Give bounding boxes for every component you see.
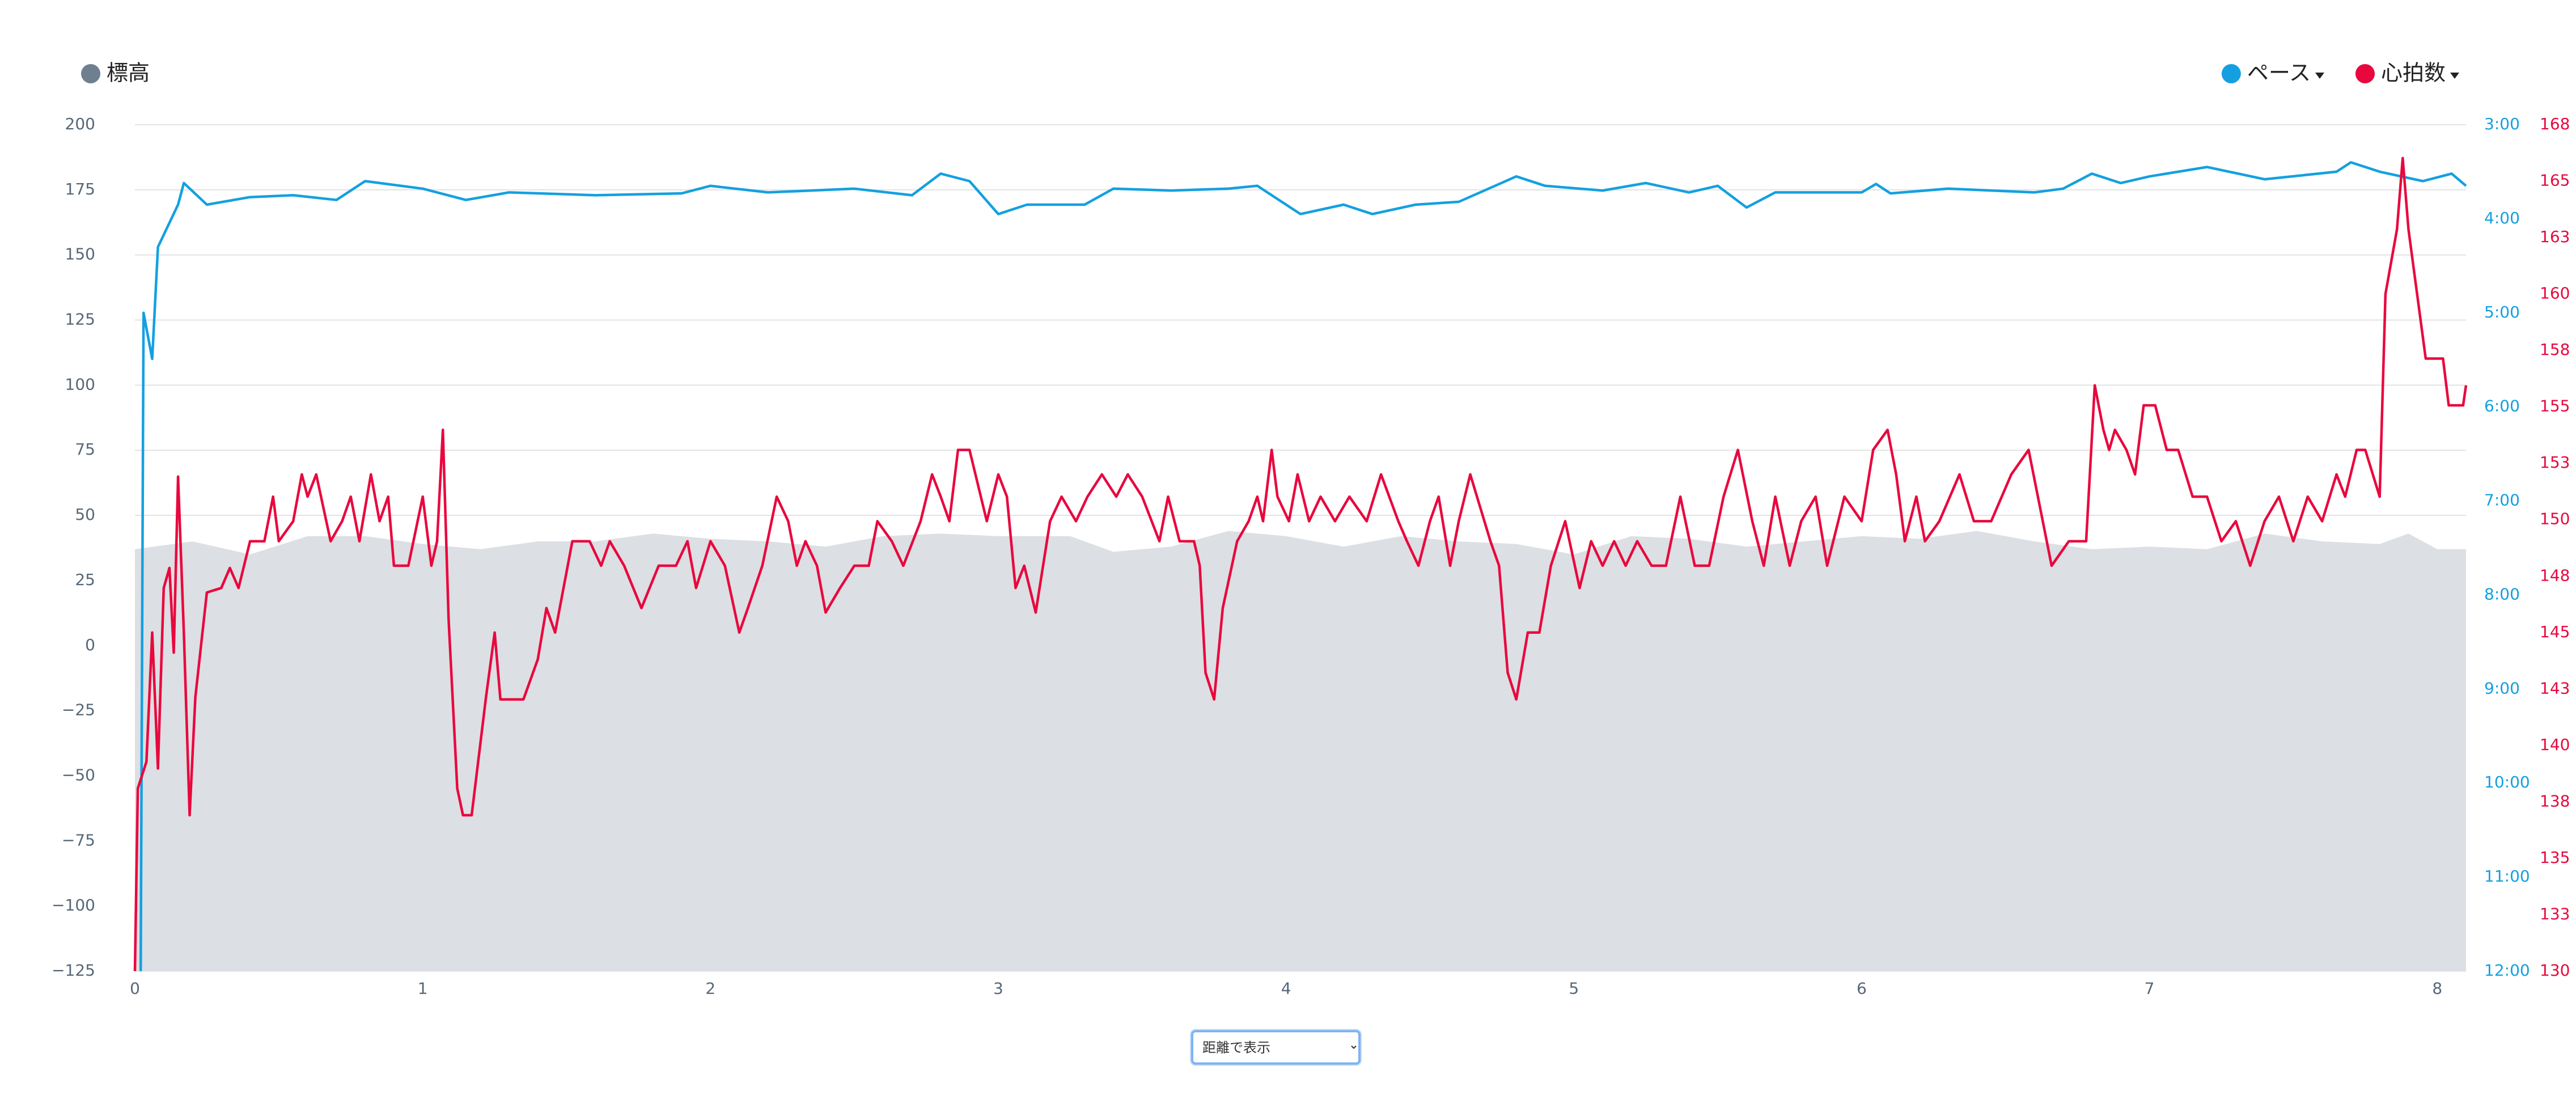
legend-dot (2355, 64, 2375, 83)
y-tick-label: 0 (85, 636, 95, 654)
y2-tick-label: 6:00 (2484, 397, 2520, 416)
y3-tick-label: 165 (2540, 171, 2570, 190)
legend-item: 標高 (81, 61, 150, 86)
y3-tick-label: 145 (2540, 622, 2570, 641)
y-tick-label: 75 (75, 440, 95, 459)
y3-tick-label: 158 (2540, 340, 2570, 359)
x-tick-label: 8 (2432, 979, 2442, 998)
y3-tick-label: 130 (2540, 961, 2570, 980)
y3-tick-label: 153 (2540, 453, 2570, 472)
x-tick-label: 3 (993, 979, 1003, 998)
y2-tick-label: 5:00 (2484, 303, 2520, 321)
y-tick-label: 50 (75, 505, 95, 524)
x-tick-label: 0 (130, 979, 140, 998)
y-tick-label: −75 (62, 831, 95, 849)
y-tick-label: −100 (52, 896, 95, 914)
y3-tick-label: 168 (2540, 115, 2570, 133)
y-tick-label: −50 (62, 765, 95, 784)
y3-tick-label: 135 (2540, 848, 2570, 867)
area (135, 531, 2466, 971)
legend-item[interactable]: ペース (2221, 61, 2324, 86)
y-tick-label: 25 (75, 570, 95, 589)
y-tick-label: 200 (65, 115, 95, 133)
y2-tick-label: 8:00 (2484, 584, 2520, 603)
legend-label: 心拍数 (2381, 61, 2446, 86)
x-tick-label: 1 (418, 979, 428, 998)
legend-menu-arrow (2450, 73, 2459, 79)
y2-tick-label: 4:00 (2484, 209, 2520, 227)
x-tick-label: 4 (1281, 979, 1291, 998)
y3-tick-label: 143 (2540, 679, 2570, 697)
view-select[interactable]: 距離で表示 (1191, 1030, 1361, 1065)
y3-tick-label: 160 (2540, 284, 2570, 303)
y2-tick-label: 12:00 (2484, 961, 2530, 980)
y-tick-label: 100 (65, 375, 95, 393)
y-tick-label: 175 (65, 180, 95, 198)
y3-tick-label: 155 (2540, 397, 2570, 416)
x-tick-label: 5 (1569, 979, 1579, 998)
y3-tick-label: 138 (2540, 791, 2570, 810)
y2-tick-label: 3:00 (2484, 115, 2520, 133)
y3-tick-label: 148 (2540, 566, 2570, 584)
y3-tick-label: 163 (2540, 227, 2570, 246)
legend-item[interactable]: 心拍数 (2355, 61, 2459, 86)
legend-dot (2221, 64, 2241, 83)
x-tick-label: 6 (1857, 979, 1867, 998)
line (139, 161, 2467, 972)
legend-menu-arrow (2315, 73, 2324, 79)
y3-tick-label: 150 (2540, 510, 2570, 528)
y2-tick-label: 11:00 (2484, 867, 2530, 886)
y-tick-label: −25 (62, 701, 95, 719)
legend-dot (81, 64, 100, 83)
x-tick-label: 2 (705, 979, 715, 998)
y3-tick-label: 140 (2540, 735, 2570, 754)
legend-label: 標高 (107, 61, 150, 86)
y2-tick-label: 7:00 (2484, 491, 2520, 510)
y-tick-label: 150 (65, 245, 95, 264)
y3-tick-label: 133 (2540, 904, 2570, 923)
y2-tick-label: 10:00 (2484, 773, 2530, 791)
line (133, 156, 2468, 972)
x-tick-label: 7 (2145, 979, 2155, 998)
y-tick-label: −125 (52, 961, 95, 980)
legend-label: ペース (2247, 61, 2311, 86)
y2-tick-label: 9:00 (2484, 679, 2520, 697)
y-tick-label: 125 (65, 310, 95, 329)
